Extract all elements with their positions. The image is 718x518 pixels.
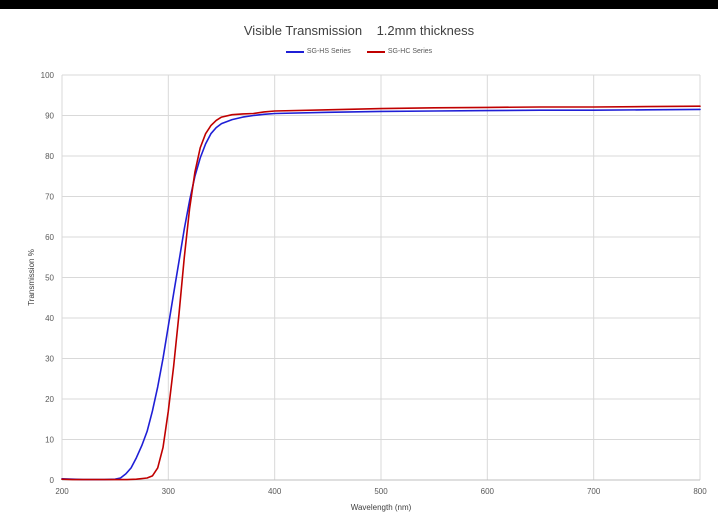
y-tick-label: 70 [45,193,54,202]
chart-title: Visible Transmission 1.2mm thickness [243,23,475,38]
legend-swatch-sg-hc [366,50,385,53]
y-tick-label: 40 [45,314,54,323]
series-line-sg-hs-series [61,108,701,481]
x-tick-label: 700 [587,487,601,496]
x-tick-label: 500 [374,487,388,496]
gridlines [61,74,701,481]
y-tick-label: 50 [45,274,54,283]
y-tick-label: 60 [45,233,54,242]
y-tick-label: 10 [45,436,54,445]
legend: SG-HS Series SG-HC Series [0,48,718,55]
x-tick-label: 200 [55,487,69,496]
y-tick-label: 90 [45,112,54,121]
legend-swatch-sg-hs [285,50,304,53]
x-tick-label: 600 [481,487,495,496]
y-tick-label: 20 [45,395,54,404]
x-tick-label: 400 [268,487,282,496]
x-tick-label: 300 [162,487,176,496]
y-tick-label: 0 [50,476,55,485]
y-axis-title: Transmission % [27,249,36,306]
legend-label-sg-hc: SG-HC Series [387,48,433,55]
series-lines [61,105,701,481]
chart-background [0,9,718,518]
y-tick-label: 80 [45,152,54,161]
x-tick-label: 800 [693,487,707,496]
series-line-sg-hc-series [61,105,701,481]
y-tick-label: 100 [41,71,55,80]
legend-entry-sg-hc: SG-HC Series [366,48,433,55]
legend-entry-sg-hs: SG-HS Series [285,48,351,55]
legend-label-sg-hs: SG-HS Series [306,48,351,55]
y-tick-label: 30 [45,355,54,364]
x-axis-title: Wavelength (nm) [351,503,412,512]
tick-labels: 0 10 20 30 40 50 60 70 80 90 100 200 300 400 500 600 700… [41,71,708,496]
